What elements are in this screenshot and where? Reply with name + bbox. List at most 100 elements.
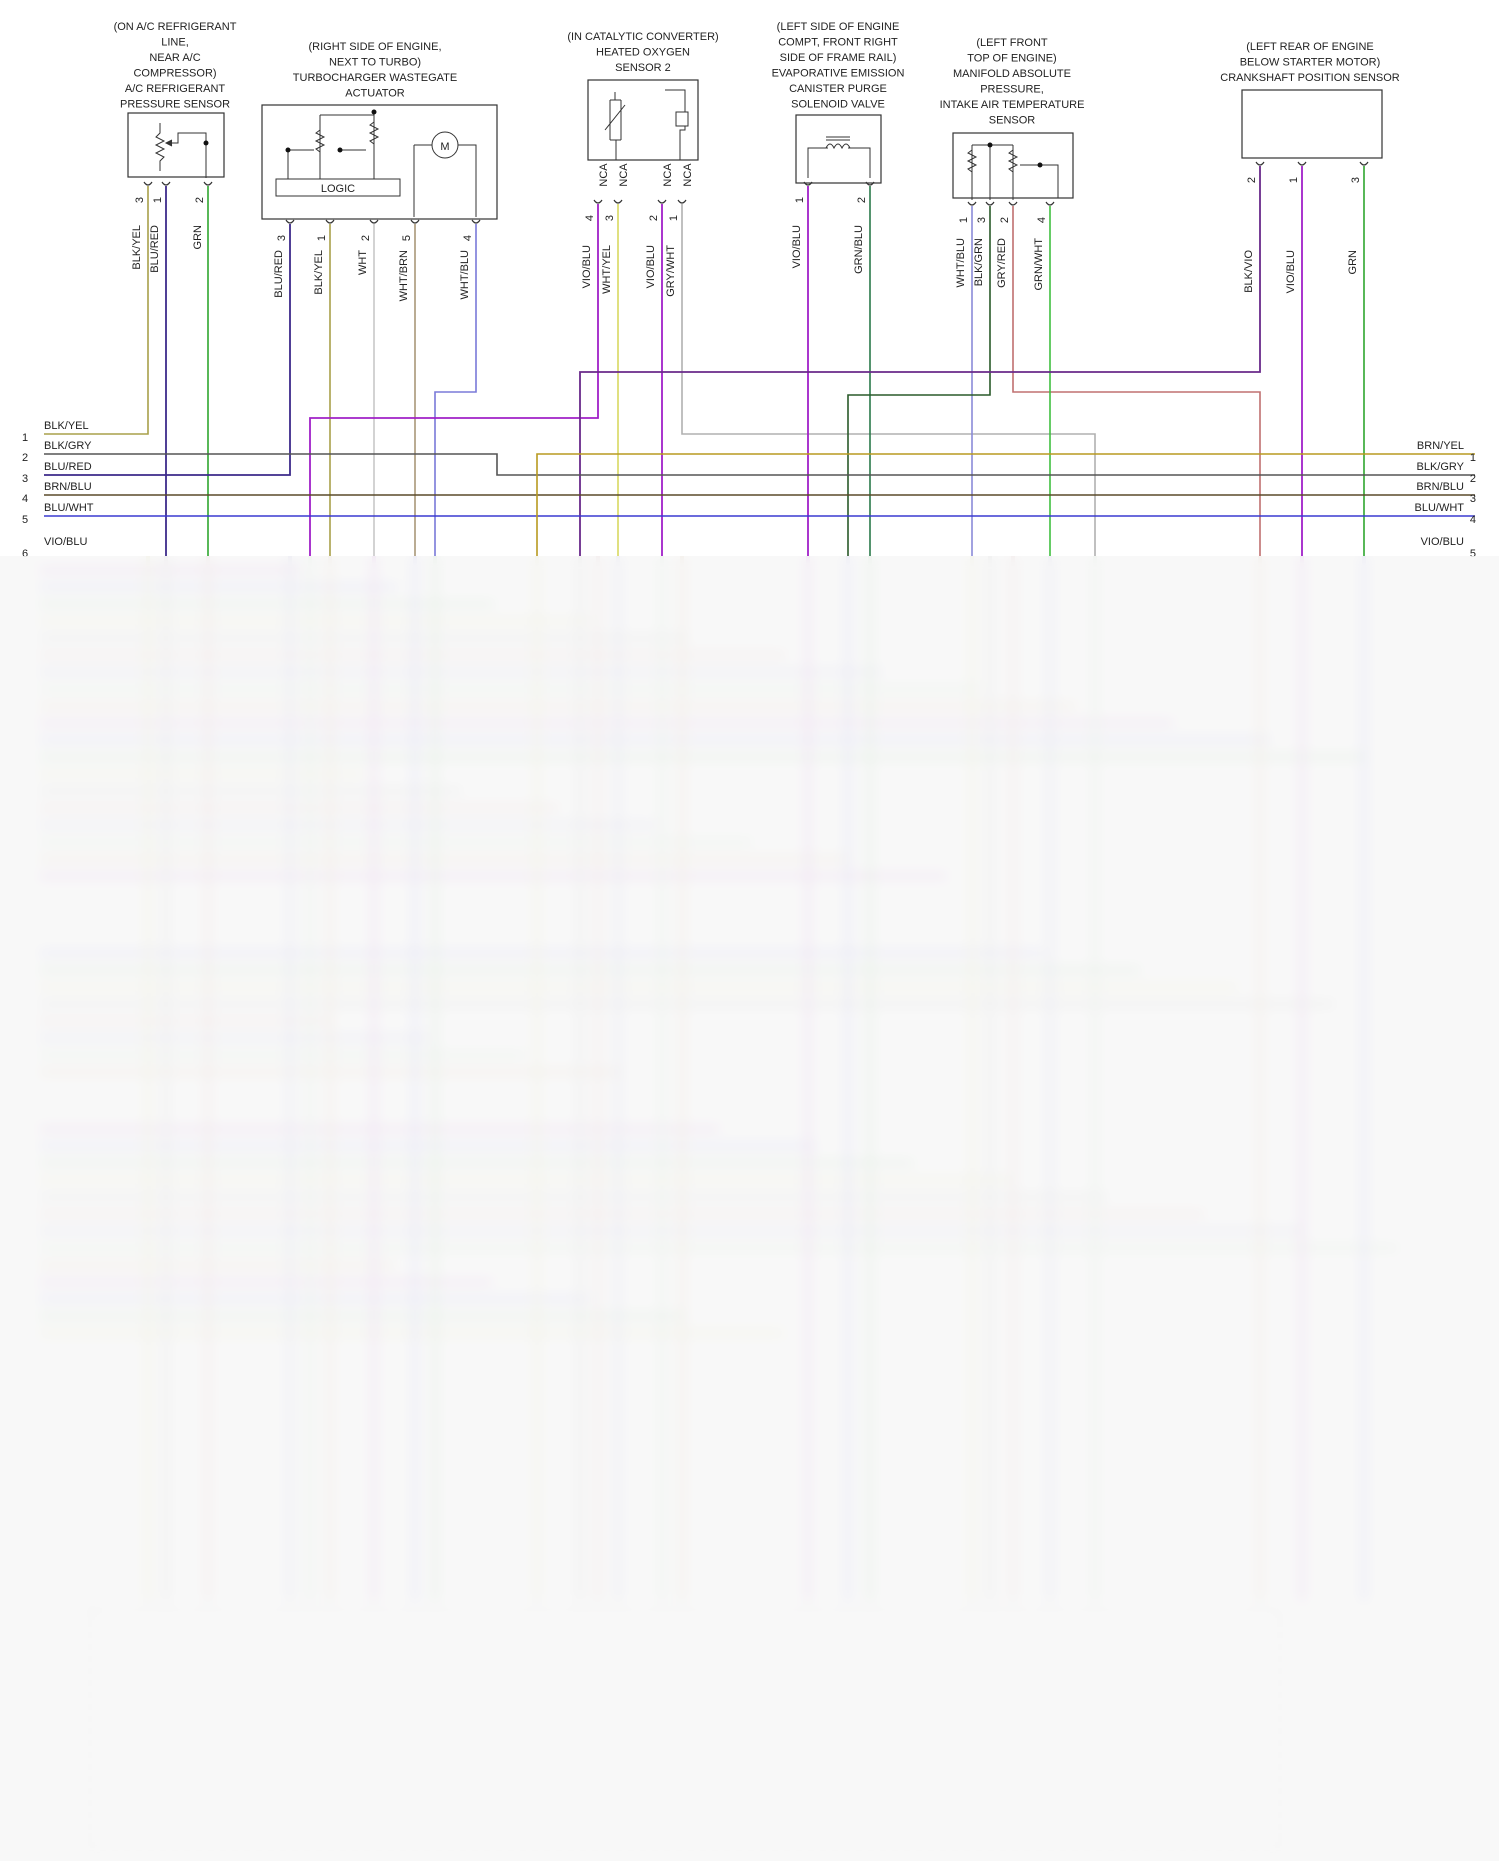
wire-color-label: WHT/BRN (398, 250, 410, 301)
component-title: (LEFT FRONT (976, 37, 1048, 49)
component-title: PRESSURE, (980, 84, 1044, 96)
coil-leads (807, 147, 871, 178)
pin-number: 1 (668, 215, 680, 221)
component-title: LINE, (161, 37, 189, 49)
wire-color-label: WHT/BLU (955, 238, 967, 288)
component-title: SIDE OF FRAME RAIL) (780, 52, 897, 64)
crank-sensor-body (1241, 89, 1383, 159)
bus-label: BRN/YEL (1417, 440, 1464, 452)
bus-label: BRN/BLU (1416, 481, 1464, 493)
wire-color-label: BLK/YEL (313, 250, 325, 295)
pin-number: 3 (1350, 177, 1362, 183)
pin-connector (369, 219, 379, 224)
component-title: HEATED OXYGEN (596, 47, 690, 59)
wire-gry-red (1012, 206, 1261, 556)
pin-connector (203, 181, 213, 186)
pin-connector (1255, 161, 1265, 166)
components-layer (127, 79, 1383, 224)
o2-element (604, 104, 626, 131)
pin-number: 4 (584, 215, 596, 221)
component-title: BELOW STARTER MOTOR) (1240, 57, 1381, 69)
core (826, 136, 850, 141)
pin-number: 4 (462, 235, 474, 241)
bus-label: BRN/BLU (44, 481, 92, 493)
bus-pin-number: 2 (1470, 473, 1476, 485)
motor-label: M (440, 141, 449, 153)
component-title: CRANKSHAFT POSITION SENSOR (1220, 72, 1400, 84)
component-title: TURBOCHARGER WASTEGATE (293, 72, 457, 84)
bus-label: BLK/YEL (44, 420, 89, 432)
heater-lead (665, 89, 686, 160)
component-title: (RIGHT SIDE OF ENGINE, (308, 41, 441, 53)
nca-label: NCA (682, 163, 694, 187)
bus-blk-gry (44, 453, 1475, 476)
wire-color-label: WHT (357, 250, 369, 275)
bus-pin-number: 3 (1470, 493, 1476, 505)
text-layer: 1 BLK/YEL 2 BLK/GRY 3 BLU/RED 4 BRN/BLU 5 BLU/WHT… (22, 21, 1476, 560)
pin-number: 1 (316, 235, 328, 241)
pin-connector (677, 199, 687, 204)
component-title: A/C REFRIGERANT (125, 83, 226, 95)
pin-number: 1 (958, 217, 970, 223)
bus-pin-number: 1 (22, 432, 28, 444)
wire-color-label: WHT/YEL (601, 245, 613, 294)
component-title: SOLENOID VALVE (791, 99, 885, 111)
component-title: MANIFOLD ABSOLUTE (953, 68, 1071, 80)
pin-connector (593, 199, 603, 204)
bus-label: VIO/BLU (1421, 536, 1464, 548)
junction (337, 147, 343, 153)
arrow (164, 139, 173, 147)
wire-wht-blu (434, 224, 477, 556)
pin-number: 2 (194, 197, 206, 203)
component-title: (IN CATALYTIC CONVERTER) (567, 31, 718, 43)
bus-label: BLK/GRY (44, 440, 92, 452)
wire-color-label: GRN (1347, 250, 1359, 275)
pin-connector (161, 181, 171, 186)
bus-pin-number: 5 (1470, 548, 1476, 560)
wire-color-label: VIO/BLU (791, 225, 803, 268)
wire-color-label: WHT/BLU (459, 250, 471, 300)
pin-connector (471, 219, 481, 224)
wire-blu-red (44, 224, 291, 476)
wire-color-label: BLU/RED (273, 250, 285, 298)
component-title: (LEFT REAR OF ENGINE (1246, 41, 1374, 53)
junction (1037, 162, 1043, 168)
bus-label: BLU/RED (44, 461, 92, 473)
bus-label: BLK/GRY (1417, 461, 1465, 473)
bus-label: BLU/WHT (44, 502, 94, 514)
resistor-symbol (154, 123, 166, 171)
component-title: COMPRESSOR) (133, 68, 216, 80)
wire-color-label: VIO/BLU (581, 245, 593, 288)
wires-layer (44, 166, 1475, 556)
bus-label: BLU/WHT (1415, 502, 1465, 514)
resistor-symbol (966, 149, 978, 173)
bus-pin-number: 5 (22, 514, 28, 526)
pin-number: 3 (976, 217, 988, 223)
pin-number: 1 (1288, 177, 1300, 183)
component-title: NEXT TO TURBO) (329, 57, 421, 69)
resistor-symbol (1007, 149, 1019, 173)
bus-pin-number: 6 (22, 548, 28, 560)
pin-connector (410, 219, 420, 224)
pin-connector (1297, 161, 1307, 166)
wire-vio-blu (309, 204, 599, 556)
obscured-region (0, 556, 1499, 1861)
pin-number: 3 (134, 197, 146, 203)
pin-connector (143, 181, 153, 186)
wire-blk-vio (579, 166, 1261, 556)
map-leads (971, 145, 1014, 200)
pin-number: 2 (856, 197, 868, 203)
logic-block (275, 178, 401, 197)
component-title: NEAR A/C (149, 52, 200, 64)
wire-color-label: GRY/WHT (665, 245, 677, 297)
evap-solenoid-body (795, 114, 882, 184)
wire-color-label: BLK/GRN (973, 238, 985, 286)
wire-color-label: BLU/RED (149, 225, 161, 273)
pin-number: 2 (999, 217, 1011, 223)
ac-sensor-body (127, 112, 225, 178)
pin-number: 1 (152, 197, 164, 203)
pin-connector (803, 181, 813, 186)
pin-number: 3 (604, 215, 616, 221)
pin-connector (1045, 201, 1055, 206)
